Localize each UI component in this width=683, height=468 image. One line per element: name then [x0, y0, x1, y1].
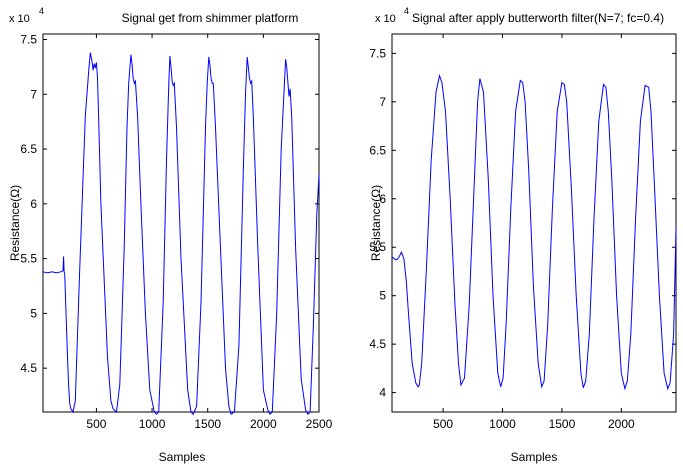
right-y-tick-label: 6.5: [369, 143, 386, 157]
left-y-tick-label: 7.5: [20, 32, 37, 46]
left-chart-title: Signal get from shimmer platform: [122, 11, 299, 25]
left-x-tick-label: 500: [86, 417, 106, 431]
left-x-tick-label: 2000: [250, 417, 277, 431]
right-y-tick-label: 7: [379, 95, 386, 109]
left-x-tick-label: 2500: [306, 417, 333, 431]
right-y-tick-label: 5.5: [369, 240, 386, 254]
left-x-axis-label: Samples: [159, 450, 206, 464]
left-y-multiplier: x 10: [9, 13, 30, 25]
right-y-multiplier: x 10: [375, 13, 396, 25]
left-y-tick-label: 6: [30, 197, 37, 211]
right-y-tick-label: 5: [379, 289, 386, 303]
left-signal-line: [42, 52, 320, 416]
right-y-tick-label: 6: [379, 192, 386, 206]
right-x-tick-label: 1500: [549, 417, 576, 431]
left-y-tick-label: 5: [30, 306, 37, 320]
left-x-tick-label: 1000: [139, 417, 166, 431]
left-y-tick-label: 7: [30, 87, 37, 101]
left-y-tick-label: 6.5: [20, 142, 37, 156]
right-chart: Signal after apply butterworth filter(N=…: [369, 6, 677, 464]
left-y-tick-label: 4.5: [20, 361, 37, 375]
right-x-tick-label: 1000: [489, 417, 516, 431]
right-y-multiplier-exponent: 4: [404, 6, 409, 16]
right-x-tick-label: 500: [433, 417, 453, 431]
right-x-axis-label: Samples: [511, 450, 558, 464]
left-plot-frame: [42, 33, 320, 413]
left-y-multiplier-exponent: 4: [39, 6, 44, 16]
right-y-tick-label: 4: [379, 386, 386, 400]
left-y-tick-label: 5.5: [20, 252, 37, 266]
left-y-axis-label: Resistance(Ω): [8, 185, 22, 261]
right-y-tick-label: 7.5: [369, 46, 386, 60]
right-signal-line: [391, 73, 677, 391]
right-axis-ticks: 500 1000 1500 2000 4 4.5 5 5.5 6 6.5 7 7.5: [369, 34, 676, 431]
right-chart-title: Signal after apply butterworth filter(N=…: [412, 11, 664, 25]
left-x-tick-label: 1500: [194, 417, 221, 431]
right-plot-frame: [391, 33, 677, 413]
right-y-tick-label: 4.5: [369, 337, 386, 351]
left-axis-ticks: 500 1000 1500 2000 2500 4.5 5 5.5 6 6.5 7 7.5: [20, 32, 332, 431]
left-chart: Signal get from shimmer platform x 10 4 …: [8, 6, 333, 464]
right-x-tick-label: 2000: [608, 417, 635, 431]
right-y-axis-label: Resistance(Ω): [369, 185, 383, 261]
